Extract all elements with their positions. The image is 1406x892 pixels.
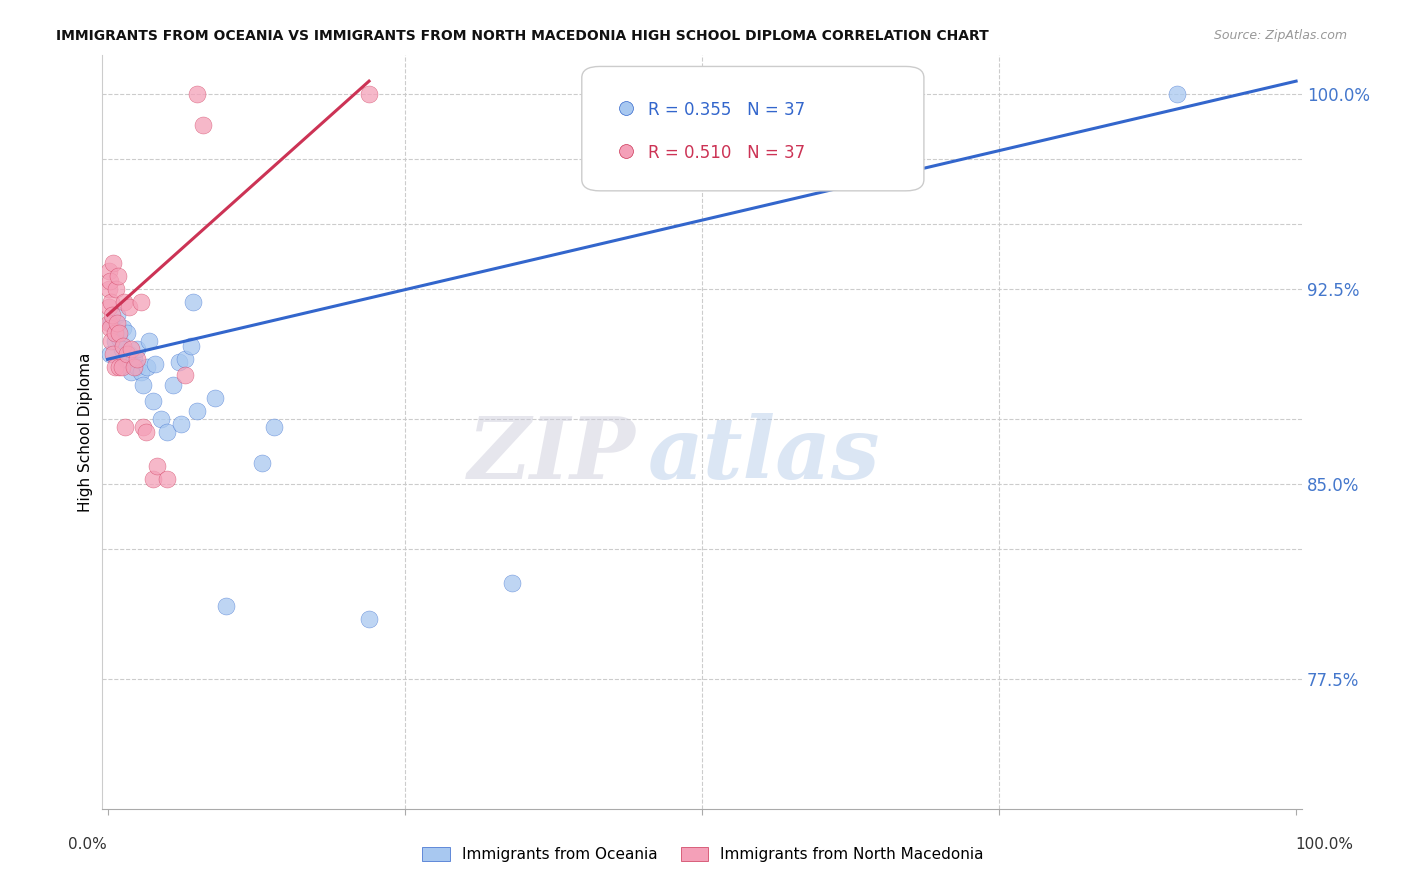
Point <box>616 417 638 432</box>
Point <box>204 392 226 406</box>
Point <box>97 316 120 330</box>
Point <box>107 269 129 284</box>
Point <box>135 425 157 439</box>
Point <box>97 301 120 315</box>
Point <box>103 256 125 270</box>
Point <box>138 334 160 348</box>
Point <box>114 420 136 434</box>
Legend: Immigrants from Oceania, Immigrants from North Macedonia: Immigrants from Oceania, Immigrants from… <box>416 840 990 868</box>
Point <box>115 347 138 361</box>
Point <box>616 269 638 284</box>
Point <box>97 282 120 296</box>
Point <box>111 321 134 335</box>
Point <box>111 360 134 375</box>
Point <box>501 575 523 590</box>
Point <box>146 458 169 473</box>
Text: Source: ZipAtlas.com: Source: ZipAtlas.com <box>1213 29 1347 42</box>
Point <box>156 472 179 486</box>
Point <box>1166 87 1188 102</box>
Point <box>108 326 131 341</box>
Y-axis label: High School Diploma: High School Diploma <box>79 352 93 512</box>
Point <box>127 352 149 367</box>
Point <box>103 347 125 361</box>
Point <box>111 339 134 353</box>
Point <box>120 365 142 379</box>
Point <box>142 472 165 486</box>
Point <box>132 378 155 392</box>
Text: 0.0%: 0.0% <box>67 838 107 852</box>
Point <box>100 334 122 348</box>
Point <box>98 347 121 361</box>
Point <box>186 404 208 418</box>
Point <box>150 412 173 426</box>
Point <box>357 612 380 626</box>
Point <box>186 87 208 102</box>
Point <box>156 425 179 439</box>
Text: 100.0%: 100.0% <box>1295 838 1354 852</box>
Point <box>122 352 145 367</box>
Point <box>135 360 157 375</box>
FancyBboxPatch shape <box>582 66 924 191</box>
Point <box>104 282 127 296</box>
Point <box>115 326 138 341</box>
Point <box>173 368 195 382</box>
Point <box>129 365 152 379</box>
Point <box>263 420 285 434</box>
Point <box>167 355 190 369</box>
Point <box>100 295 122 310</box>
Point <box>114 352 136 367</box>
Point <box>112 295 135 310</box>
Point <box>118 301 141 315</box>
Text: ZIP: ZIP <box>468 413 636 497</box>
Text: R = 0.355   N = 37: R = 0.355 N = 37 <box>648 101 804 120</box>
Point <box>122 360 145 375</box>
Point <box>250 456 273 470</box>
Point <box>162 378 184 392</box>
Point <box>97 264 120 278</box>
Point <box>98 274 121 288</box>
Point <box>880 113 903 128</box>
Point <box>105 316 128 330</box>
Point <box>170 417 193 432</box>
Point <box>104 360 127 375</box>
Text: atlas: atlas <box>648 413 880 497</box>
Point <box>357 87 380 102</box>
Point <box>173 352 195 367</box>
Point <box>118 347 141 361</box>
Point <box>143 358 166 372</box>
Point <box>100 316 122 330</box>
Point <box>108 331 131 345</box>
Point <box>104 326 127 341</box>
Point <box>104 334 127 348</box>
Point <box>120 342 142 356</box>
Point <box>180 339 202 353</box>
Point <box>129 295 152 310</box>
Point <box>98 321 121 335</box>
Point <box>142 393 165 408</box>
Point <box>127 360 149 375</box>
Point <box>101 308 124 322</box>
Point <box>132 420 155 434</box>
Point <box>191 119 214 133</box>
Text: IMMIGRANTS FROM OCEANIA VS IMMIGRANTS FROM NORTH MACEDONIA HIGH SCHOOL DIPLOMA C: IMMIGRANTS FROM OCEANIA VS IMMIGRANTS FR… <box>56 29 988 43</box>
Point <box>181 295 204 310</box>
Point <box>105 308 128 322</box>
Point <box>108 360 131 375</box>
Point <box>111 342 134 356</box>
Point <box>127 342 149 356</box>
Text: R = 0.510   N = 37: R = 0.510 N = 37 <box>648 145 804 162</box>
Point <box>215 599 238 614</box>
